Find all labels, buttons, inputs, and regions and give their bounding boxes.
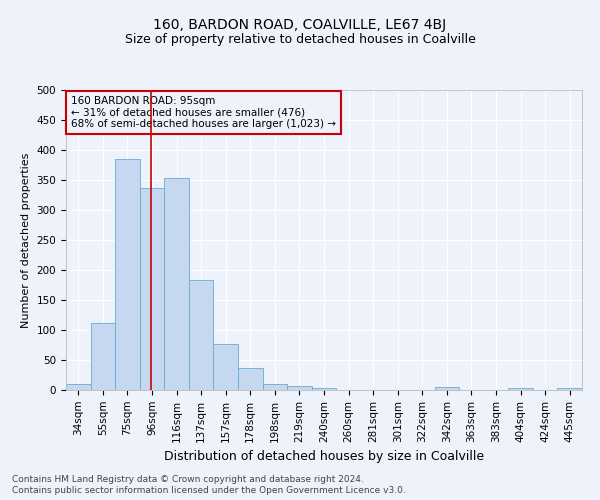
X-axis label: Distribution of detached houses by size in Coalville: Distribution of detached houses by size … bbox=[164, 450, 484, 463]
Bar bbox=[115, 159, 140, 390]
Bar bbox=[66, 384, 91, 390]
Text: 160 BARDON ROAD: 95sqm
← 31% of detached houses are smaller (476)
68% of semi-de: 160 BARDON ROAD: 95sqm ← 31% of detached… bbox=[71, 96, 336, 129]
Y-axis label: Number of detached properties: Number of detached properties bbox=[21, 152, 31, 328]
Text: Size of property relative to detached houses in Coalville: Size of property relative to detached ho… bbox=[125, 32, 475, 46]
Text: 160, BARDON ROAD, COALVILLE, LE67 4BJ: 160, BARDON ROAD, COALVILLE, LE67 4BJ bbox=[154, 18, 446, 32]
Bar bbox=[434, 387, 459, 390]
Bar bbox=[263, 384, 287, 390]
Bar bbox=[238, 368, 263, 390]
Bar bbox=[164, 178, 189, 390]
Text: Contains HM Land Registry data © Crown copyright and database right 2024.: Contains HM Land Registry data © Crown c… bbox=[12, 475, 364, 484]
Text: Contains public sector information licensed under the Open Government Licence v3: Contains public sector information licen… bbox=[12, 486, 406, 495]
Bar bbox=[508, 388, 533, 390]
Bar bbox=[287, 386, 312, 390]
Bar bbox=[189, 280, 214, 390]
Bar bbox=[312, 388, 336, 390]
Bar bbox=[214, 344, 238, 390]
Bar bbox=[91, 323, 115, 390]
Bar bbox=[557, 388, 582, 390]
Bar bbox=[140, 188, 164, 390]
